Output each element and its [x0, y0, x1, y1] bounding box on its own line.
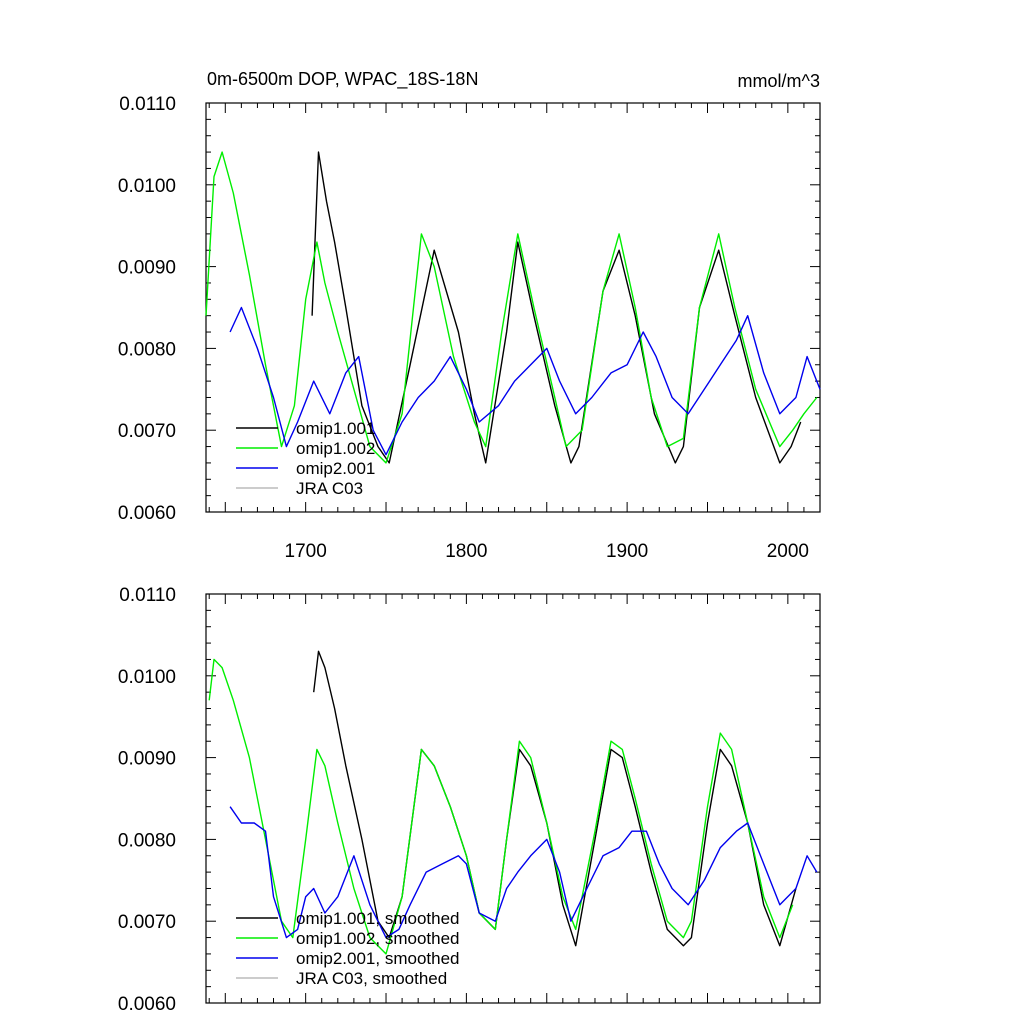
bottom-panel: 0.0060 0.0070 0.0080 0.0090 0.0100 0.0110 omip… [118, 585, 821, 1015]
chart-title: 0m-6500m DOP, WPAC_18S-18N [207, 69, 478, 90]
y-tick-label: 0.0060 [118, 994, 176, 1015]
units-label: mmol/m^3 [738, 71, 820, 91]
legend-label: omip1.002, smoothed [296, 929, 460, 948]
y-tick-label: 0.0080 [118, 339, 176, 360]
top-panel: 0.0060 0.0070 0.0080 0.0090 0.0100 0.0110 1700… [118, 94, 821, 562]
legend-label: omip1.001 [296, 419, 375, 438]
x-tick-label: 1900 [606, 541, 648, 562]
series-line-0 [313, 650, 797, 947]
y-tick-label: 0.0060 [118, 503, 176, 524]
legend-label: omip1.001, smoothed [296, 909, 460, 928]
series-line-0 [311, 151, 802, 464]
x-tick-label: 1700 [285, 541, 327, 562]
series-line-2 [229, 806, 818, 939]
series-line-1 [205, 151, 818, 464]
y-tick-label: 0.0070 [118, 421, 176, 442]
legend-label: omip2.001 [296, 459, 375, 478]
plot-frame [205, 593, 821, 1004]
x-tick-label: 2000 [767, 541, 809, 562]
legend-label: JRA C03, smoothed [296, 969, 447, 988]
y-tick-label: 0.0110 [119, 94, 176, 115]
y-tick-label: 0.0090 [118, 749, 176, 770]
series-line-1 [208, 658, 794, 955]
y-tick-label: 0.0100 [118, 667, 176, 688]
series-line-2 [229, 306, 821, 456]
y-tick-label: 0.0070 [118, 912, 176, 933]
y-tick-label: 0.0100 [118, 176, 176, 197]
y-tick-label: 0.0090 [118, 258, 176, 279]
legend-label: JRA C03 [296, 479, 363, 498]
y-tick-label: 0.0080 [118, 830, 176, 851]
x-tick-label: 1800 [445, 541, 487, 562]
y-tick-label: 0.0110 [119, 585, 176, 606]
legend-label: omip2.001, smoothed [296, 949, 460, 968]
legend-label: omip1.002 [296, 439, 375, 458]
